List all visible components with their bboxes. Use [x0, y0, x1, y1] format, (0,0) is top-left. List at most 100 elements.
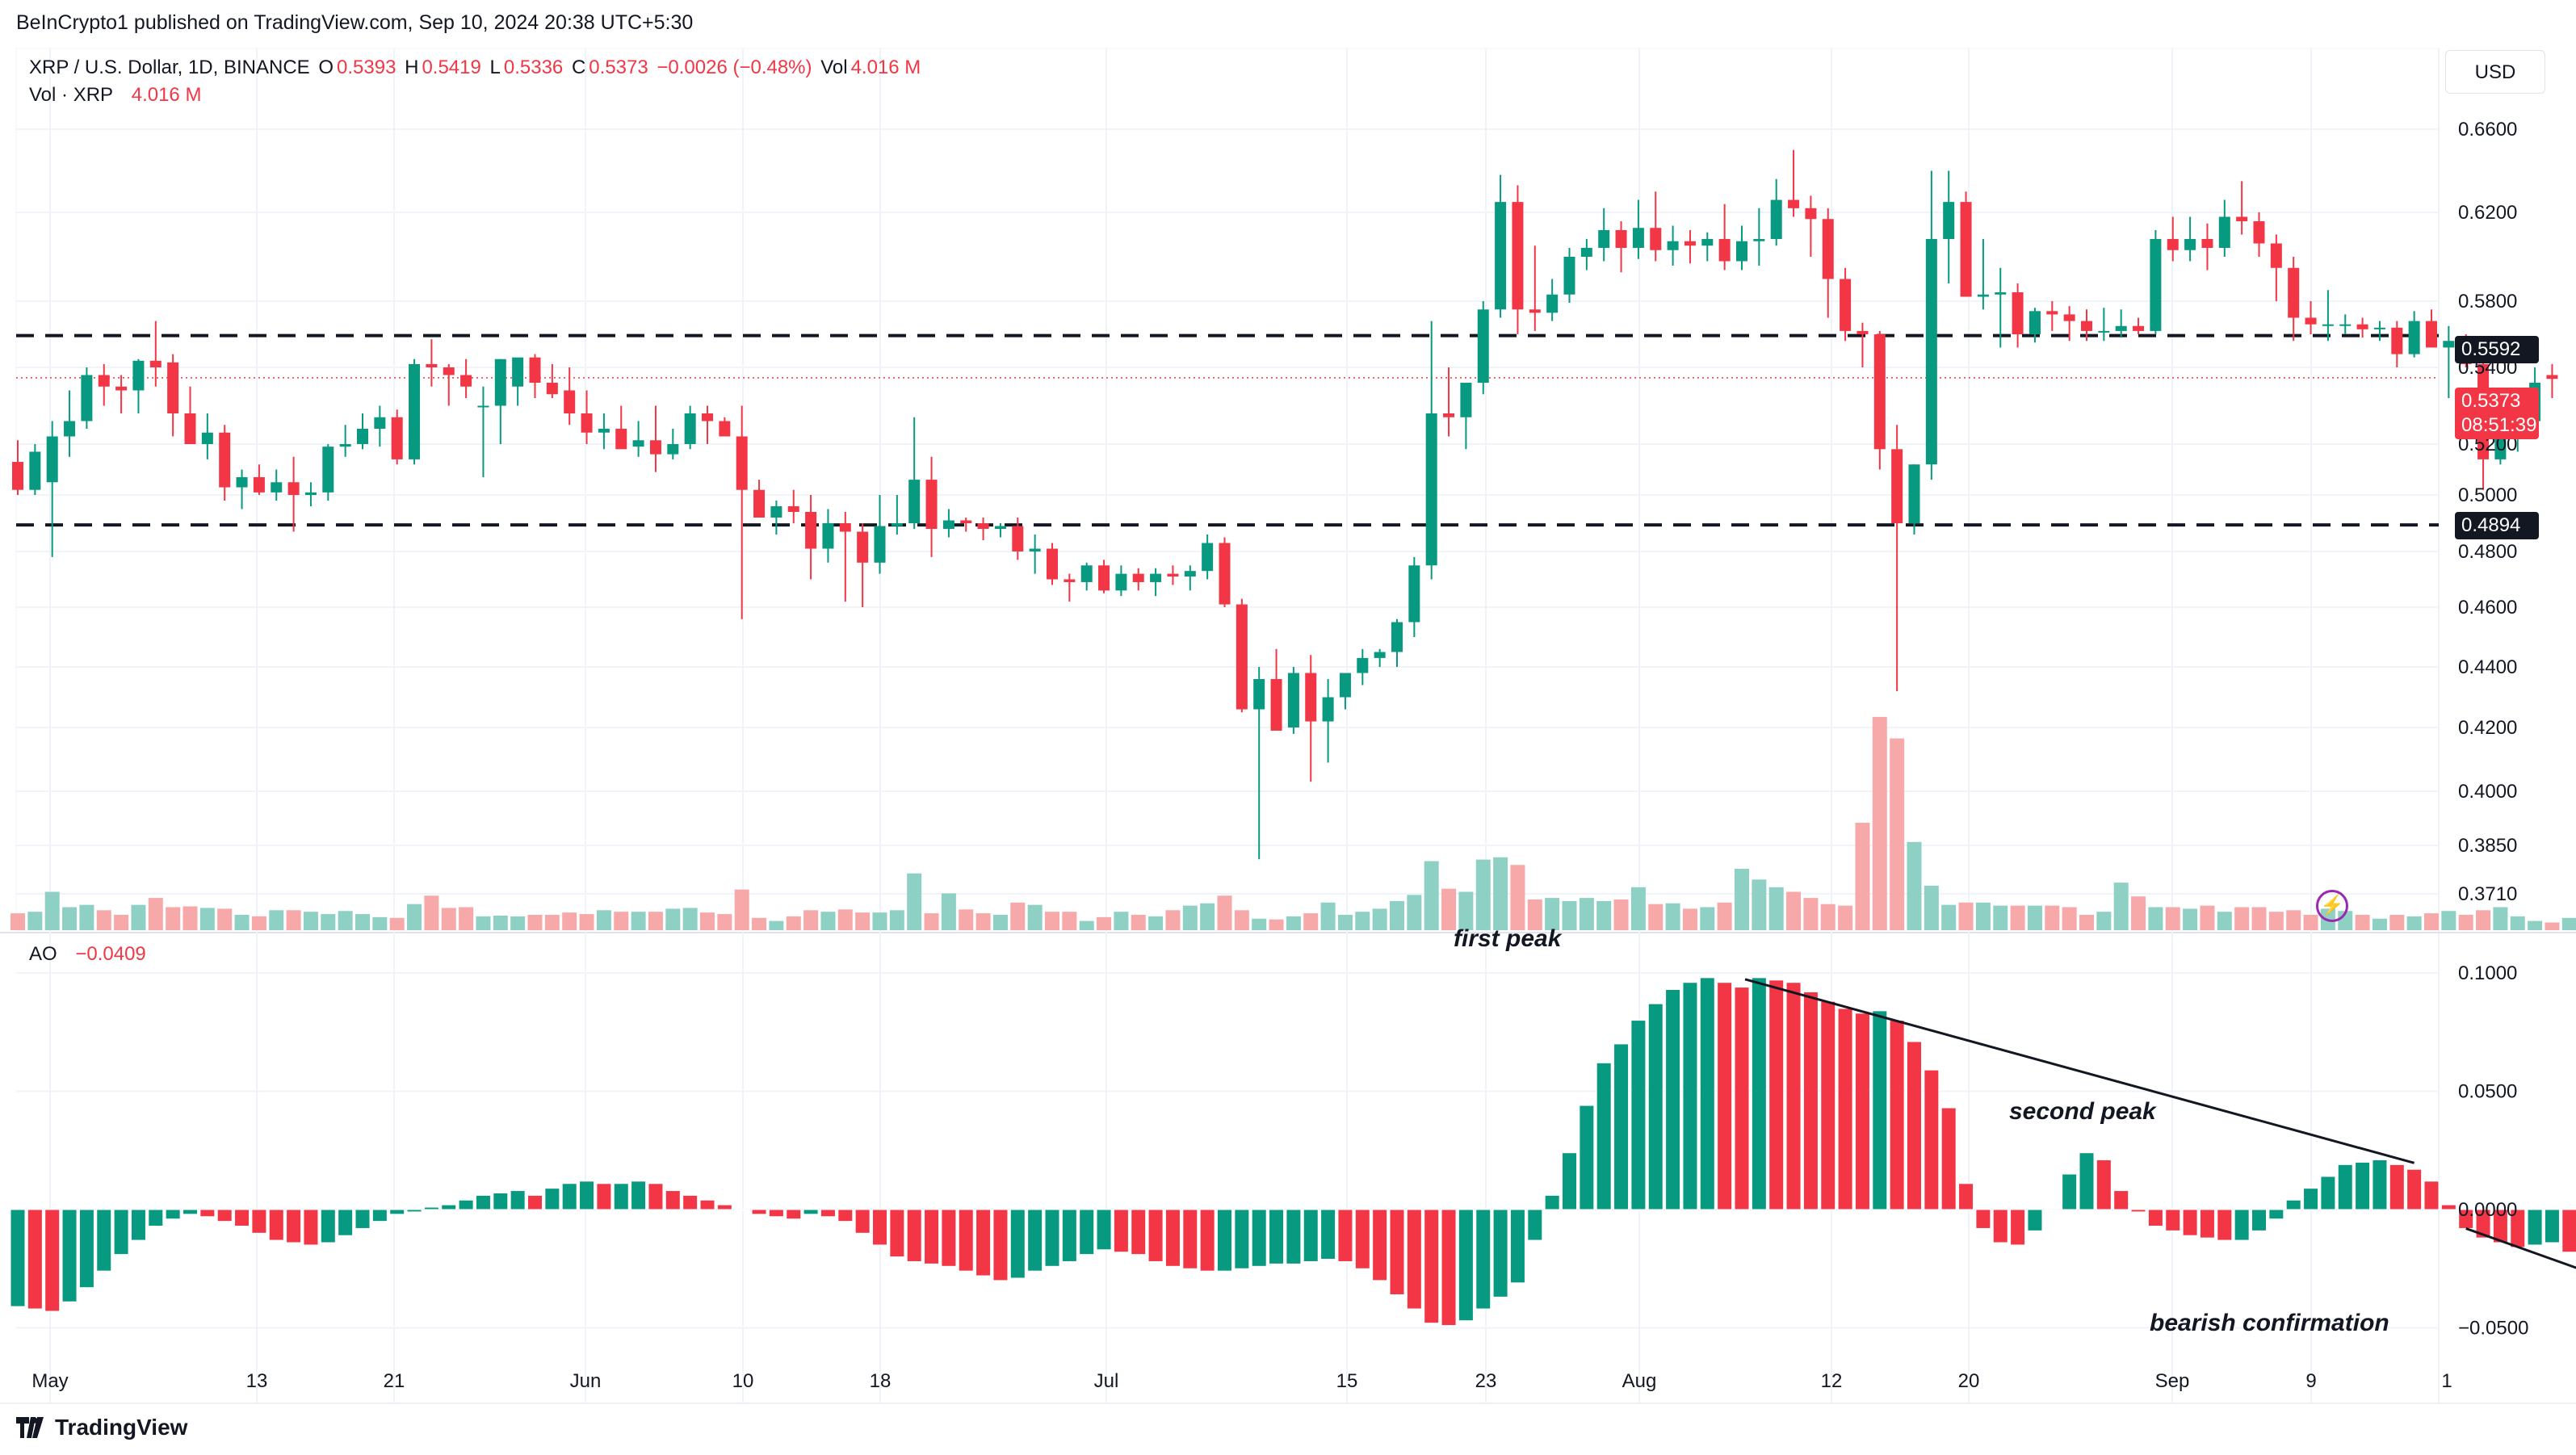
volume-bar: [2165, 907, 2180, 930]
candle: [1115, 565, 1127, 597]
second-peak-annotation: second peak: [2009, 1098, 2156, 1125]
candle-body: [2081, 321, 2092, 331]
volume-bar: [1527, 899, 1542, 930]
candle: [1132, 568, 1144, 591]
volume-bar: [1320, 902, 1336, 930]
ao-bar: [1872, 1010, 1888, 1210]
ao-bar: [2096, 1159, 2112, 1210]
candle: [2408, 311, 2420, 358]
candle: [46, 421, 58, 557]
candle: [426, 339, 438, 387]
ao-bar: [1992, 1209, 2008, 1243]
ao-bar: [27, 1209, 43, 1310]
ao-bar: [2372, 1159, 2388, 1210]
candle-body: [546, 383, 558, 395]
ao-bar: [183, 1209, 198, 1215]
candle: [1512, 185, 1524, 334]
candle-body: [1977, 294, 1989, 297]
volume-bar: [234, 915, 250, 930]
ao-bar: [2527, 1209, 2543, 1246]
ao-bar: [1441, 1209, 1457, 1327]
ao-bar: [1785, 982, 1802, 1210]
ao-bar: [1579, 1105, 1595, 1210]
time-tick-label: 9: [2305, 1370, 2316, 1392]
ao-bar: [96, 1209, 112, 1272]
candle-body: [1495, 202, 1507, 310]
ao-bar: [1837, 1008, 1853, 1210]
candle-body: [253, 476, 265, 493]
candle: [1995, 267, 2007, 348]
ao-tick-label: 0.0500: [2458, 1081, 2517, 1103]
candle-body: [460, 375, 472, 387]
volume-bar: [1337, 915, 1353, 930]
ao-bar: [320, 1209, 336, 1243]
candle: [512, 357, 524, 406]
candle: [2253, 212, 2265, 257]
time-tick-label: 23: [1475, 1370, 1497, 1392]
ao-bar: [716, 1204, 732, 1210]
candle-body: [1925, 239, 1937, 465]
volume-bar: [734, 889, 749, 930]
candle: [1029, 535, 1041, 574]
volume-bar: [1700, 907, 1715, 930]
volume-bar: [2528, 920, 2543, 930]
candle: [632, 421, 644, 457]
volume-bar: [700, 912, 715, 930]
volume-bar: [614, 912, 629, 930]
vol-value: 4.016 M: [850, 57, 921, 78]
close-label: C: [571, 57, 586, 78]
candle: [1546, 279, 1559, 321]
volume-bar: [424, 895, 439, 930]
ao-bar: [1544, 1194, 1560, 1210]
volume-bar: [355, 914, 370, 930]
volume-legend-value: 4.016 M: [131, 84, 202, 106]
ao-bar: [527, 1194, 543, 1210]
ao-bar: [544, 1188, 560, 1210]
candle-body: [2373, 327, 2385, 329]
ao-bar: [2199, 1209, 2215, 1239]
ao-bar: [2234, 1209, 2250, 1241]
candle: [908, 417, 921, 529]
candle: [770, 501, 782, 535]
candle-body: [874, 526, 886, 563]
candle: [219, 425, 231, 501]
ao-bar: [2285, 1199, 2301, 1210]
candle: [1529, 245, 1541, 331]
volume-bar: [1493, 857, 1508, 930]
volume-bar: [10, 913, 25, 930]
candle-body: [1167, 573, 1179, 577]
candle-body: [1718, 239, 1731, 262]
ao-legend[interactable]: AO −0.0409: [29, 943, 149, 966]
candle: [839, 512, 851, 602]
candle-body: [2546, 375, 2558, 379]
candle-body: [219, 432, 231, 488]
candle: [357, 413, 368, 450]
volume-bar: [1855, 823, 1870, 930]
volume-bar: [803, 910, 819, 930]
candle-body: [1908, 464, 1920, 523]
ao-bar: [803, 1209, 819, 1215]
volume-bar: [1890, 738, 1905, 930]
volume-legend[interactable]: Vol · XRP 4.016 M: [29, 84, 204, 107]
ao-bar: [2165, 1209, 2181, 1231]
ao-bar: [1079, 1209, 1095, 1256]
candle: [1460, 383, 1472, 450]
candle: [1202, 535, 1214, 580]
ao-bar: [216, 1209, 233, 1222]
candle: [2184, 216, 2196, 262]
tradingview-logo[interactable]: TradingView: [16, 1415, 187, 1440]
candle: [891, 495, 903, 535]
time-tick-label: 1: [2441, 1370, 2452, 1392]
currency-button[interactable]: USD: [2445, 50, 2545, 94]
lightning-icon[interactable]: ⚡: [2316, 890, 2348, 922]
volume-bar: [837, 909, 853, 930]
symbol-legend[interactable]: XRP / U.S. Dollar, 1D, BINANCE O 0.5393 H…: [29, 57, 924, 79]
candle: [2546, 363, 2558, 398]
candle-body: [960, 520, 972, 523]
candle-body: [1098, 565, 1110, 591]
ao-bar: [44, 1209, 61, 1312]
volume-bar: [1424, 861, 1439, 930]
candle: [149, 321, 162, 387]
candle-body: [2115, 325, 2127, 331]
